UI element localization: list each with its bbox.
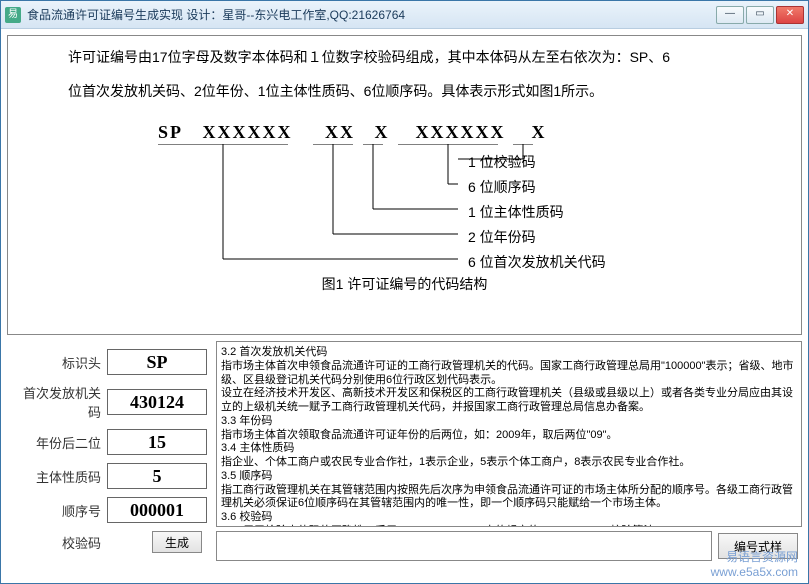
app-window: 易 食品流通许可证编号生成实现 设计：星哥--东兴电工作室,QQ:2162676… [0,0,809,584]
form-column: 标识头 首次发放机关码 年份后二位 主体性质码 顺序号 校验码 生成 [7,341,212,561]
input-agency[interactable] [107,389,207,415]
code-format: SP XXXXXX XX X XXXXXX X [158,122,547,143]
info-32a: 指市场主体首次申领食品流通许可证的工商行政管理机关的代码。国家工商行政管理总局用… [221,360,797,388]
watermark-line2: www.e5a5x.com [711,565,798,579]
info-text: 3.2 首次发放机关代码 指市场主体首次申领食品流通许可证的工商行政管理机关的代… [216,341,802,527]
label-agency: 6 位首次发放机关代码 [468,252,606,272]
seg-year: XX [325,122,355,143]
figure-caption: 图1 许可证编号的代码结构 [28,274,781,294]
app-icon: 易 [5,7,21,23]
info-32h: 3.2 首次发放机关代码 [221,346,797,360]
seg-subject: X [375,122,390,143]
window-buttons: — ▭ ✕ [716,6,804,24]
bottom-area: 标识头 首次发放机关码 年份后二位 主体性质码 顺序号 校验码 生成 3.2 首次… [7,341,802,561]
info-35h: 3.5 顺序码 [221,470,797,484]
window-title: 食品流通许可证编号生成实现 设计：星哥--东兴电工作室,QQ:21626764 [27,6,716,23]
diagram-panel: 许可证编号由17位字母及数字本体码和１位数字校验码组成，其中本体码从左至右依次为… [7,35,802,335]
info-36a: 用于检验本体码的正确性，采用GB/T 17710-1999中的规定的"MOD 1… [221,525,797,527]
info-33h: 3.3 年份码 [221,415,797,429]
label-agency: 首次发放机关码 [11,383,101,421]
watermark-line1: 易语言资源网 [711,550,798,564]
info-34h: 3.4 主体性质码 [221,442,797,456]
info-35a: 指工商行政管理机关在其管辖范围内按照先后次序为申领食品流通许可证的市场主体所分配… [221,484,797,512]
titlebar[interactable]: 易 食品流通许可证编号生成实现 设计：星哥--东兴电工作室,QQ:2162676… [1,1,808,29]
label-check: 1 位校验码 [468,152,536,172]
description-line2: 位首次发放机关码、2位年份、1位主体性质码、6位顺序码。具体表示形式如图1所示。 [68,80,741,104]
generate-button[interactable]: 生成 [152,531,202,553]
seg-agency: XXXXXX [203,122,293,143]
seg-check: X [532,122,547,143]
input-subject[interactable] [107,463,207,489]
seg-sp: SP [158,122,183,143]
label-seq: 6 位顺序码 [468,177,536,197]
input-year[interactable] [107,429,207,455]
output-box[interactable] [216,531,712,561]
info-32b: 设立在经济技术开发区、高新技术开发区和保税区的工商行政管理机关（县级或县级以上）… [221,387,797,415]
label-year: 年份后二位 [11,433,101,452]
info-36h: 3.6 校验码 [221,511,797,525]
input-seq[interactable] [107,497,207,523]
close-button[interactable]: ✕ [776,6,804,24]
minimize-button[interactable]: — [716,6,744,24]
label-subject: 主体性质码 [11,467,101,486]
content-area: 许可证编号由17位字母及数字本体码和１位数字校验码组成，其中本体码从左至右依次为… [1,29,808,583]
label-year: 2 位年份码 [468,227,536,247]
maximize-button[interactable]: ▭ [746,6,774,24]
info-column: 3.2 首次发放机关代码 指市场主体首次申领食品流通许可证的工商行政管理机关的代… [216,341,802,561]
info-34a: 指企业、个体工商户或农民专业合作社，1表示企业，5表示个体工商户，8表示农民专业… [221,456,797,470]
description-line1: 许可证编号由17位字母及数字本体码和１位数字校验码组成，其中本体码从左至右依次为… [68,46,741,70]
info-33a: 指市场主体首次领取食品流通许可证年份的后两位，如：2009年，取后两位"09"。 [221,429,797,443]
label-seq: 顺序号 [11,501,101,520]
label-idhead: 标识头 [11,353,101,372]
input-idhead[interactable] [107,349,207,375]
watermark: 易语言资源网 www.e5a5x.com [711,550,798,579]
label-check: 校验码 [11,533,101,552]
label-subject: 1 位主体性质码 [468,202,564,222]
seg-seq: XXXXXX [416,122,506,143]
